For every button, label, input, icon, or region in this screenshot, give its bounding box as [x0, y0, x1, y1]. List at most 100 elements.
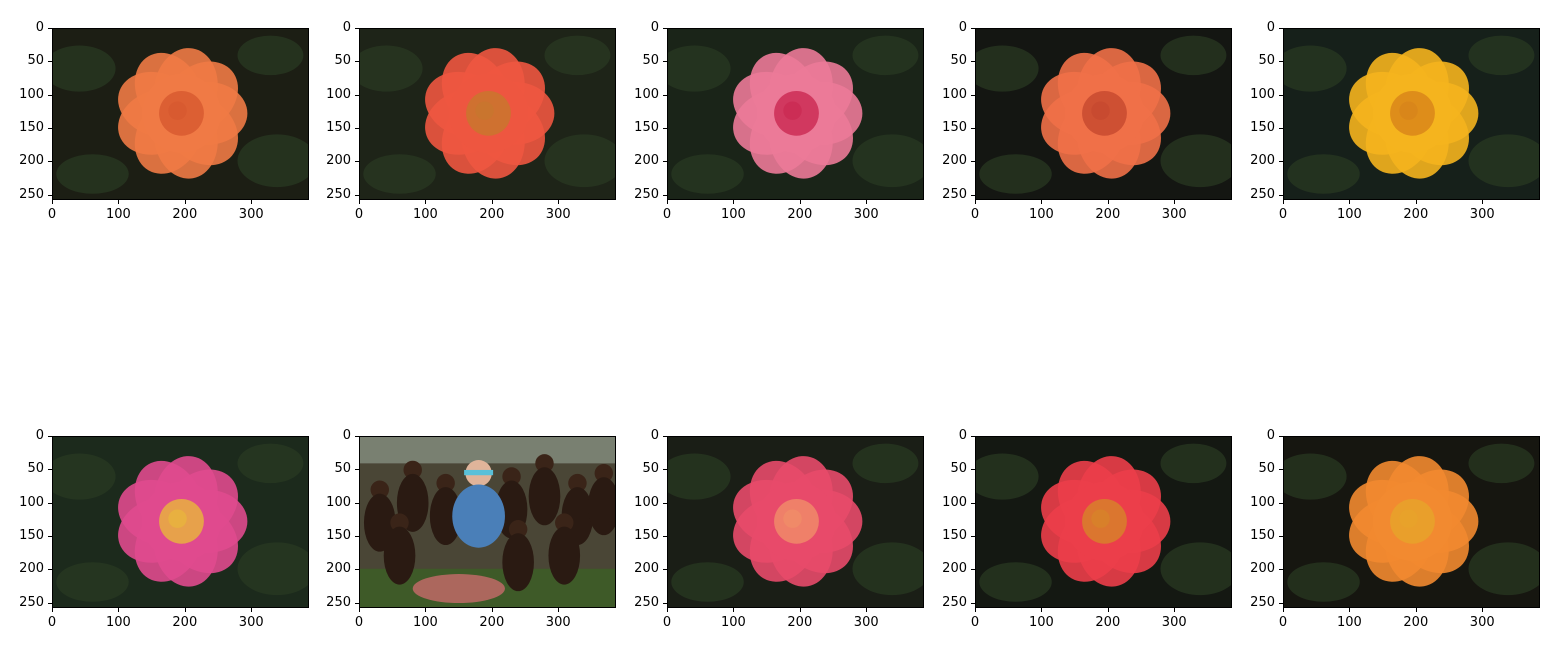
- x-tick-label: 200: [172, 615, 198, 630]
- y-tick-mark: [1279, 28, 1283, 29]
- y-tick-label: 250: [942, 594, 967, 610]
- y-tick-label: 150: [634, 120, 659, 135]
- y-tick-label: 0: [1266, 20, 1275, 35]
- leaf-mark: [1468, 35, 1535, 76]
- x-tick-mark: [733, 200, 735, 204]
- y-tick-label: 200: [19, 561, 44, 577]
- x-tick-label: 300: [853, 207, 879, 222]
- y-tick-label: 100: [942, 494, 967, 510]
- leaf-mark: [1284, 453, 1347, 500]
- flower-mark: [733, 456, 863, 587]
- y-tick-label: 50: [27, 53, 44, 69]
- x-tick-mark: [491, 608, 493, 612]
- person-mark: [390, 513, 409, 532]
- x-tick-label: 200: [479, 207, 505, 222]
- image-thumbnail: [668, 29, 923, 199]
- flower-mark: [1349, 48, 1479, 179]
- leaf-mark: [360, 45, 423, 92]
- y-tick-label: 100: [634, 86, 659, 102]
- y-tick-label: 250: [1250, 594, 1275, 610]
- image-panel-2: 0 50 100 150 200 250 0 100 200 300: [326, 21, 616, 221]
- y-tick-mark: [48, 569, 52, 571]
- leaf-mark: [976, 45, 1039, 92]
- leaf-mark: [1160, 35, 1227, 76]
- y-tick-mark: [1279, 194, 1283, 196]
- y-tick-label: 150: [1250, 120, 1275, 135]
- y-tick-label: 250: [326, 594, 351, 610]
- flower-mark: [1349, 456, 1479, 587]
- flower-mark: [733, 48, 863, 179]
- x-tick-mark: [1107, 608, 1109, 612]
- x-tick-mark: [1482, 200, 1484, 204]
- x-tick-label: 300: [545, 207, 571, 222]
- image-axes: [975, 28, 1232, 200]
- y-tick-mark: [971, 602, 975, 604]
- x-tick-label: 300: [238, 207, 264, 222]
- x-tick-mark: [975, 200, 976, 204]
- x-tick-label: 100: [720, 615, 746, 630]
- leaf-mark: [1160, 443, 1227, 484]
- x-tick-label: 200: [1095, 615, 1121, 630]
- leaf-mark: [1284, 45, 1347, 92]
- x-tick-mark: [251, 608, 253, 612]
- leaf-mark: [852, 542, 923, 596]
- image-axes: [1283, 28, 1540, 200]
- y-tick-label: 200: [942, 561, 967, 577]
- y-tick-mark: [355, 61, 359, 63]
- leaf-mark: [1160, 542, 1231, 596]
- y-tick-mark: [355, 161, 359, 163]
- leaf-mark: [852, 134, 923, 188]
- y-tick-label: 250: [1250, 186, 1275, 202]
- x-tick-mark: [799, 608, 801, 612]
- person-mark: [436, 473, 455, 493]
- flower-mark: [1041, 48, 1171, 179]
- leaf-mark: [1287, 154, 1360, 194]
- y-tick-mark: [355, 536, 359, 537]
- x-tick-label: 100: [1028, 615, 1054, 630]
- leaf-mark: [56, 562, 129, 602]
- leaf-mark: [1468, 542, 1539, 596]
- leaf-mark: [544, 134, 615, 188]
- x-tick-label: 300: [1161, 615, 1187, 630]
- x-tick-mark: [558, 608, 560, 612]
- image-thumbnail: [1284, 437, 1539, 607]
- x-tick-label: 100: [1336, 207, 1362, 222]
- leaf-mark: [976, 453, 1039, 500]
- x-tick-mark: [975, 608, 976, 612]
- image-panel-10: 0 50 100 150 200 250 0 100 200 300: [1250, 429, 1540, 629]
- y-tick-label: 150: [1250, 528, 1275, 543]
- x-tick-mark: [52, 608, 53, 612]
- x-tick-label: 300: [853, 615, 879, 630]
- y-tick-mark: [971, 569, 975, 571]
- leaf-mark: [1160, 134, 1231, 188]
- x-tick-mark: [799, 200, 801, 204]
- x-tick-label: 100: [1336, 615, 1362, 630]
- y-tick-label: 150: [634, 528, 659, 543]
- y-tick-mark: [355, 94, 359, 96]
- x-tick-mark: [425, 608, 427, 612]
- y-tick-label: 100: [19, 86, 44, 102]
- x-tick-mark: [251, 200, 253, 204]
- leaf-mark: [979, 154, 1052, 194]
- y-tick-label: 200: [326, 153, 351, 169]
- leaf-mark: [1287, 562, 1360, 602]
- x-tick-label: 300: [1469, 615, 1495, 630]
- y-tick-mark: [48, 536, 52, 537]
- leaf-mark: [53, 453, 116, 500]
- y-tick-mark: [48, 28, 52, 29]
- image-thumbnail: [976, 29, 1231, 199]
- y-tick-label: 0: [35, 20, 44, 35]
- y-tick-label: 50: [1258, 53, 1275, 69]
- x-tick-mark: [866, 200, 868, 204]
- image-panel-5: 0 50 100 150 200 250 0 100 200 300: [1250, 21, 1540, 221]
- y-tick-mark: [355, 128, 359, 129]
- flower-mark: [118, 48, 248, 179]
- x-tick-label: 0: [662, 207, 672, 222]
- image-panel-8: 0 50 100 150 200 250 0 100 200 300: [634, 429, 924, 629]
- leaf-mark: [668, 453, 731, 500]
- y-tick-mark: [663, 94, 667, 96]
- y-tick-mark: [1279, 436, 1283, 437]
- y-tick-label: 150: [942, 528, 967, 543]
- y-tick-mark: [971, 161, 975, 163]
- image-axes: [1283, 436, 1540, 608]
